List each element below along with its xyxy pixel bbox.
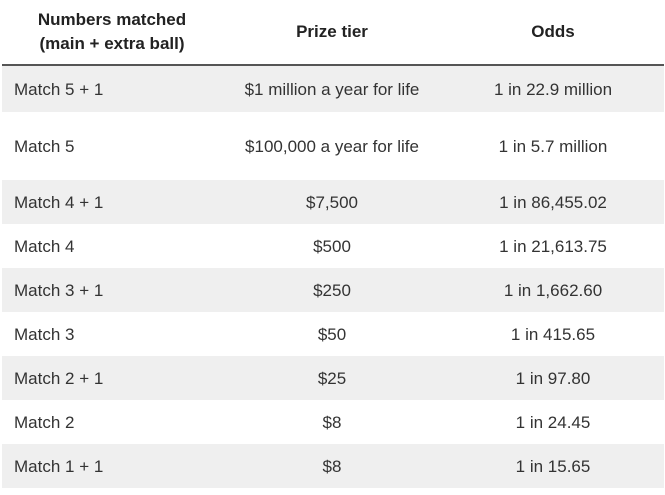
cell-text: $100,000 a year for life: [245, 136, 419, 156]
cell-text: $7,500: [306, 192, 358, 212]
table-cell: Match 3: [2, 312, 222, 356]
table-cell: $25: [222, 356, 442, 400]
cell-text: Match 2: [14, 412, 75, 432]
table-body: Match 5 + 1 $1 million a year for life 1 i…: [2, 65, 664, 488]
table-row: Match 2 + 1 $25 1 in 97.80: [2, 356, 664, 400]
table-row: Match 3 $50 1 in 415.65: [2, 312, 664, 356]
table-row: Match 4 + 1 $7,500 1 in 86,455.02: [2, 180, 664, 224]
table-cell: Match 4: [2, 224, 222, 268]
table-cell: 1 in 1,662.60: [442, 268, 664, 312]
header-text: Numbers matched (main + extra ball): [37, 10, 187, 53]
table-row: Match 4 $500 1 in 21,613.75: [2, 224, 664, 268]
table-row: Match 1 + 1 $8 1 in 15.65: [2, 444, 664, 488]
cell-text: Match 4: [14, 236, 75, 256]
header-cell: Odds: [442, 0, 664, 66]
cell-text: 1 in 22.9 million: [493, 79, 613, 99]
table-cell: 1 in 24.45: [442, 400, 664, 444]
cell-text: Match 5: [14, 136, 75, 156]
table-cell: $100,000 a year for life: [222, 112, 442, 180]
cell-text: $250: [313, 280, 351, 300]
cell-text: 1 in 15.65: [515, 456, 591, 476]
table-header: Numbers matched (main + extra ball) Priz…: [2, 0, 664, 66]
table-row: Match 5 $100,000 a year for life 1 in 5.7 …: [2, 112, 664, 180]
cell-text: $8: [322, 456, 342, 476]
cell-text: 1 in 97.80: [515, 368, 591, 388]
table-cell: Match 2 + 1: [2, 356, 222, 400]
cell-text: $25: [317, 368, 347, 388]
cell-text: 1 in 86,455.02: [499, 192, 607, 212]
header-row: Numbers matched (main + extra ball) Priz…: [2, 0, 664, 66]
cell-text: Match 4 + 1: [14, 192, 104, 212]
table-cell: $8: [222, 400, 442, 444]
table-cell: 1 in 86,455.02: [442, 180, 664, 224]
table-cell: Match 3 + 1: [2, 268, 222, 312]
table-cell: $8: [222, 444, 442, 488]
cell-text: Match 3: [14, 324, 75, 344]
table-cell: Match 1 + 1: [2, 444, 222, 488]
table-cell: Match 4 + 1: [2, 180, 222, 224]
cell-text: 1 in 1,662.60: [503, 280, 603, 300]
table-cell: Match 5 + 1: [2, 65, 222, 112]
cell-text: Match 5 + 1: [14, 79, 104, 99]
table-cell: $1 million a year for life: [222, 65, 442, 112]
table-cell: Match 2: [2, 400, 222, 444]
cell-text: 1 in 21,613.75: [499, 236, 607, 256]
cell-text: $500: [313, 236, 351, 256]
table-cell: $7,500: [222, 180, 442, 224]
cell-text: 1 in 5.7 million: [498, 136, 608, 156]
cell-text: Match 2 + 1: [14, 368, 104, 388]
table-row: Match 2 $8 1 in 24.45: [2, 400, 664, 444]
table-cell: 1 in 22.9 million: [442, 65, 664, 112]
cell-text: 1 in 415.65: [510, 324, 596, 344]
cell-text: 1 in 24.45: [515, 412, 591, 432]
table-cell: $50: [222, 312, 442, 356]
table-row: Match 5 + 1 $1 million a year for life 1 i…: [2, 65, 664, 112]
table-cell: 1 in 21,613.75: [442, 224, 664, 268]
cell-text: $50: [317, 324, 347, 344]
table-cell: $500: [222, 224, 442, 268]
cell-text: Match 3 + 1: [14, 280, 104, 300]
table-cell: Match 5: [2, 112, 222, 180]
table-row: Match 3 + 1 $250 1 in 1,662.60: [2, 268, 664, 312]
header-cell: Numbers matched (main + extra ball): [2, 0, 222, 66]
cell-text: $8: [322, 412, 342, 432]
cell-text: $1 million a year for life: [244, 79, 420, 99]
table-cell: 1 in 97.80: [442, 356, 664, 400]
table-cell: 1 in 15.65: [442, 444, 664, 488]
header-cell: Prize tier: [222, 0, 442, 66]
cell-text: Match 1 + 1: [14, 456, 104, 476]
table-cell: 1 in 5.7 million: [442, 112, 664, 180]
table-cell: 1 in 415.65: [442, 312, 664, 356]
table-cell: $250: [222, 268, 442, 312]
